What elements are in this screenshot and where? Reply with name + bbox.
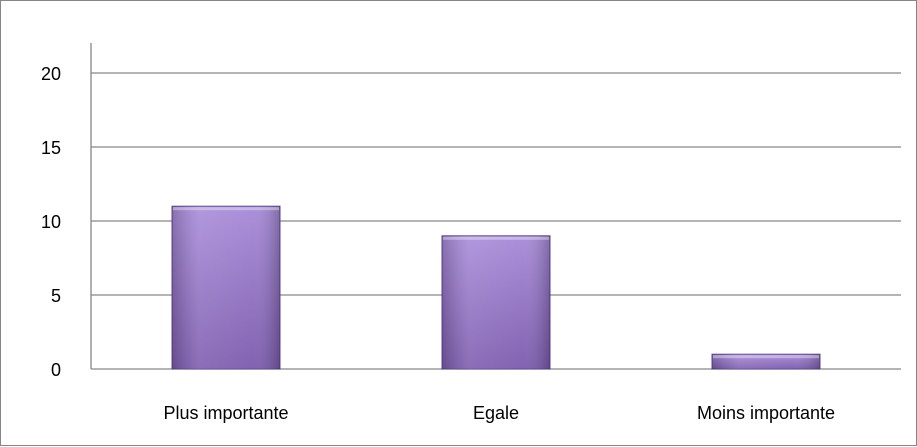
y-tick-label-5: 5: [51, 286, 61, 306]
y-tick-label-10: 10: [41, 212, 61, 232]
bar-egale: [441, 235, 551, 370]
x-category-label-egale: Egale: [473, 403, 519, 423]
x-category-label-plus-importante: Plus importante: [163, 403, 288, 423]
y-tick-label-0: 0: [51, 360, 61, 380]
bars: [171, 205, 821, 370]
bar-sheen-plus-importante: [172, 206, 280, 369]
bar-moins-importante: [711, 353, 821, 370]
bar-sheen-moins-importante: [712, 354, 820, 369]
y-tick-label-15: 15: [41, 138, 61, 158]
x-category-label-moins-importante: Moins importante: [697, 403, 835, 423]
bar-plus-importante: [171, 205, 281, 370]
bar-highlight-moins-importante: [713, 355, 819, 359]
x-category-labels: Plus importante Egale Moins importante: [163, 403, 835, 423]
bar-highlight-plus-importante: [173, 207, 279, 211]
y-tick-label-20: 20: [41, 64, 61, 84]
bar-sheen-egale: [442, 235, 550, 369]
y-tick-labels: 0 5 10 15 20: [41, 64, 61, 380]
bar-highlight-egale: [443, 236, 549, 240]
